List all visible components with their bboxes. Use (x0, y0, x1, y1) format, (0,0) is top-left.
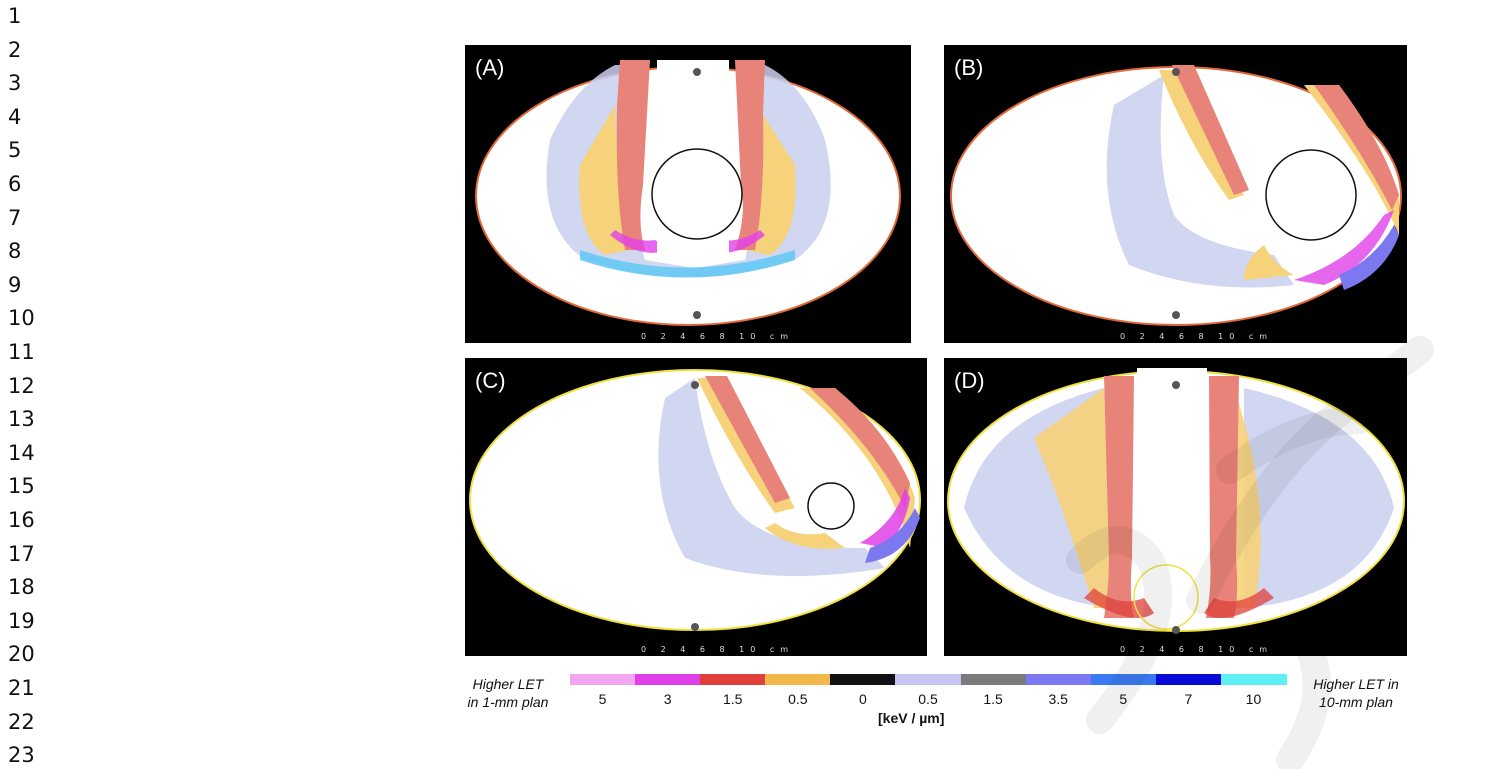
colorbar-segment (765, 674, 832, 685)
panel-b-dose-map (950, 65, 1402, 326)
panel-a-scale-bar: 0 2 4 6 8 10 cm (641, 332, 795, 341)
line-number: 2 (8, 37, 22, 62)
line-number: 5 (8, 138, 22, 163)
panel-b-label: (B) (954, 55, 984, 80)
panel-a-label: (A) (475, 55, 505, 80)
line-number: 3 (8, 71, 22, 96)
colorbar-segment (700, 674, 767, 685)
colorbar-tick-label: 0.5 (788, 691, 808, 707)
panel-c-scale-bar: 0 2 4 6 8 10 cm (641, 645, 795, 654)
line-number: 17 (8, 541, 35, 566)
colorbar-right-note: Higher LET in 10-mm plan (1313, 676, 1399, 710)
line-number: 21 (8, 676, 35, 700)
line-number: 16 (8, 508, 35, 532)
colorbar-tick-label: 7 (1184, 691, 1193, 707)
colorbar-tick-label: 0 (859, 691, 867, 707)
line-number: 15 (8, 474, 35, 499)
line-number: 9 (8, 272, 22, 297)
line-number: 18 (8, 575, 35, 600)
line-number: 20 (8, 642, 35, 667)
colorbar-tick-label: 5 (1119, 691, 1128, 707)
line-number: 10 (8, 306, 35, 331)
panel-d: (D) 0 2 4 6 8 10 cm (944, 358, 1407, 656)
colorbar-segment (895, 674, 962, 685)
colorbar-tick-label: 1.5 (983, 691, 1003, 707)
panel-c-dose-map (469, 369, 921, 631)
colorbar-left-note: Higher LET in 1-mm plan (467, 676, 549, 710)
colorbar-segment (830, 674, 897, 685)
line-number: 6 (8, 172, 22, 196)
line-number: 23 (8, 743, 35, 768)
panel-b: (B) 0 2 4 6 8 10 cm (944, 45, 1407, 343)
colorbar-tick-label: 1.5 (722, 691, 743, 707)
panel-d-scale-bar: 0 2 4 6 8 10 cm (1120, 645, 1274, 654)
line-number: 4 (8, 104, 22, 129)
line-number: 7 (8, 205, 22, 230)
line-number: 13 (8, 407, 35, 432)
line-number: 1 (8, 4, 22, 28)
panel-d-dose-map (947, 368, 1405, 634)
line-number: 11 (8, 340, 35, 364)
line-number: 14 (8, 440, 35, 465)
colorbar-segment (1155, 674, 1222, 685)
colorbar-tick-label: 10 (1245, 691, 1262, 707)
colorbar-unit: [keV / µm] (878, 710, 945, 726)
colorbar-segment (960, 674, 1027, 685)
colorbar-tick-label: 3.5 (1048, 691, 1068, 707)
panel-c-label: (C) (475, 368, 506, 393)
colorbar-tick-label: 0.5 (918, 691, 938, 707)
panel-a: (A) 0 2 4 6 8 10 cm (465, 45, 911, 343)
panel-d-label: (D) (954, 368, 985, 393)
panel-b-scale-bar: 0 2 4 6 8 10 cm (1120, 332, 1274, 341)
colorbar-segment (1090, 674, 1157, 685)
colorbar-tick-label: 3 (663, 691, 672, 707)
colorbar-segment (570, 674, 636, 685)
line-number: 12 (8, 373, 35, 398)
colorbar-tick-label: 5 (598, 691, 607, 707)
colorbar-segment (1025, 674, 1092, 685)
line-number: 19 (8, 608, 35, 633)
panel-a-dose-map (475, 60, 901, 326)
line-number: 22 (8, 709, 35, 734)
colorbar-segment (1220, 674, 1287, 685)
line-number: 8 (8, 239, 22, 264)
colorbar-segment (635, 674, 702, 685)
panel-c: (C) 0 2 4 6 8 10 cm (465, 358, 927, 656)
